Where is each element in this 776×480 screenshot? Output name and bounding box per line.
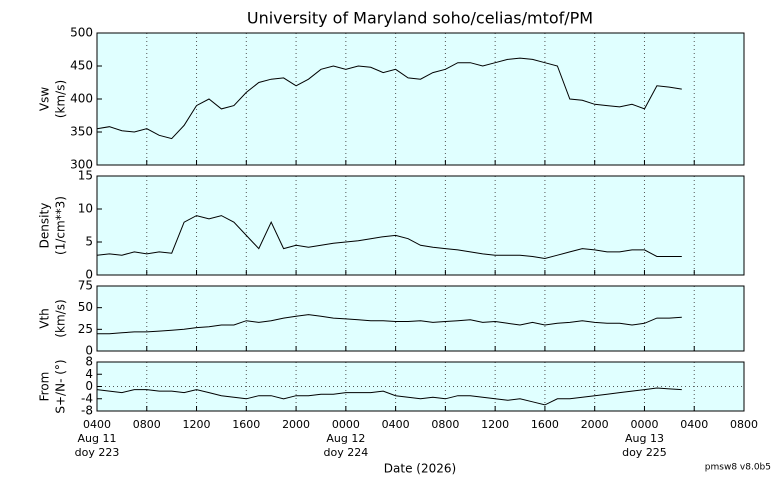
y-tick-label: 450: [70, 59, 93, 73]
y-tick-label: 0: [85, 268, 93, 282]
data-line: [97, 314, 682, 335]
x-tick-label: 0000: [630, 418, 658, 431]
date-label: Aug 13: [625, 432, 664, 445]
date-label: doy 224: [323, 446, 368, 459]
plot-frame: [96, 285, 745, 352]
x-tick-label: 0800: [133, 418, 161, 431]
y-axis-label: (km/s): [54, 80, 68, 118]
y-axis-label: Vth: [38, 308, 52, 329]
date-label: doy 223: [75, 446, 120, 459]
plot-frame: [96, 175, 745, 276]
y-tick-label: 50: [78, 300, 93, 314]
plot-area: [97, 362, 744, 411]
data-line: [96, 57, 682, 140]
x-tick-label: 0400: [83, 418, 111, 431]
y-tick-label: -4: [81, 391, 93, 405]
y-tick-label: 300: [70, 158, 93, 172]
y-axis-label: S+/N- (°): [54, 359, 68, 413]
x-axis-label: Date (2026): [384, 462, 456, 476]
x-tick-label: 2000: [282, 418, 310, 431]
data-line: [96, 215, 682, 260]
plot-area: [97, 286, 744, 351]
x-tick-label: 0800: [730, 418, 758, 431]
plot-frame: [96, 32, 745, 166]
y-axis-label: From: [38, 372, 52, 402]
x-tick-label: 1200: [481, 418, 509, 431]
date-label: doy 225: [622, 446, 667, 459]
plot-area: [97, 33, 744, 165]
data-line: [96, 387, 682, 406]
y-tick-label: 5: [85, 235, 93, 249]
x-tick-label: 0400: [382, 418, 410, 431]
y-axis-label: Density: [38, 203, 52, 249]
y-axis-label: Vsw: [38, 87, 52, 111]
y-tick-label: 15: [78, 169, 93, 183]
y-axis-label: (1/cm**3): [54, 196, 68, 255]
y-tick-label: 25: [78, 322, 93, 336]
x-tick-label: 1600: [232, 418, 260, 431]
x-tick-label: 0000: [332, 418, 360, 431]
y-tick-label: 75: [78, 279, 93, 293]
y-tick-label: 4: [85, 367, 93, 381]
x-tick-label: 1600: [531, 418, 559, 431]
plot-area: [97, 176, 744, 275]
y-tick-label: 400: [70, 92, 93, 106]
date-label: Aug 12: [326, 432, 365, 445]
y-tick-label: 500: [70, 26, 93, 40]
x-tick-label: 1200: [183, 418, 211, 431]
x-tick-label: 0400: [680, 418, 708, 431]
y-tick-label: 10: [78, 202, 93, 216]
y-tick-label: 0: [85, 344, 93, 358]
x-tick-label: 0800: [431, 418, 459, 431]
y-tick-label: -8: [81, 404, 93, 418]
y-tick-label: 350: [70, 125, 93, 139]
date-label: Aug 11: [78, 432, 117, 445]
chart-title: University of Maryland soho/celias/mtof/…: [247, 9, 593, 28]
y-tick-label: 8: [85, 355, 93, 369]
plot-frame: [96, 361, 745, 412]
y-axis-label: (km/s): [54, 299, 68, 337]
x-tick-label: 2000: [581, 418, 609, 431]
y-tick-label: 0: [85, 379, 93, 393]
footer: pmsw8 v8.0b5: [705, 463, 771, 473]
